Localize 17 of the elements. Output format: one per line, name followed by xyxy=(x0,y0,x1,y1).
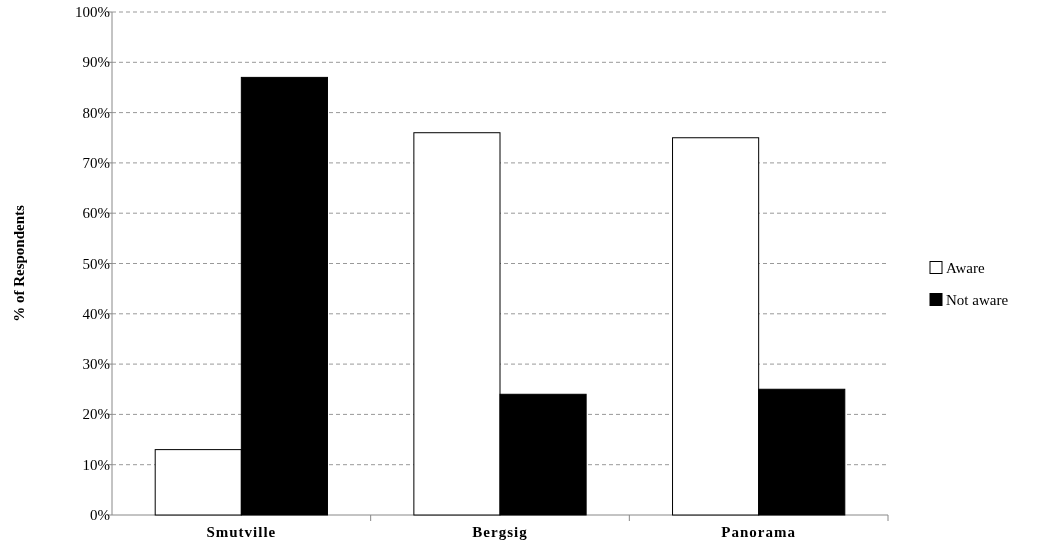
y-tick-label: 50% xyxy=(82,255,110,272)
y-tick-label: 100% xyxy=(75,4,110,20)
y-tick-label: 20% xyxy=(82,406,110,423)
x-tick-label: Bergsig xyxy=(472,524,528,540)
y-tick-label: 10% xyxy=(82,456,110,473)
x-tick-label: Panorama xyxy=(721,524,796,540)
legend-label: Aware xyxy=(946,259,985,276)
x-tick-label: Smutville xyxy=(206,524,277,540)
y-tick-label: 60% xyxy=(82,205,110,222)
y-tick-label: 40% xyxy=(82,305,110,322)
y-tick-label: 30% xyxy=(82,356,110,373)
y-tick-label: 90% xyxy=(82,54,110,71)
legend-label: Not aware xyxy=(946,291,1009,308)
y-tick-label: 70% xyxy=(82,154,110,171)
y-tick-label: 80% xyxy=(82,104,110,121)
y-tick-label: 0% xyxy=(90,507,110,523)
y-axis-title: % of Respondents xyxy=(11,205,27,322)
